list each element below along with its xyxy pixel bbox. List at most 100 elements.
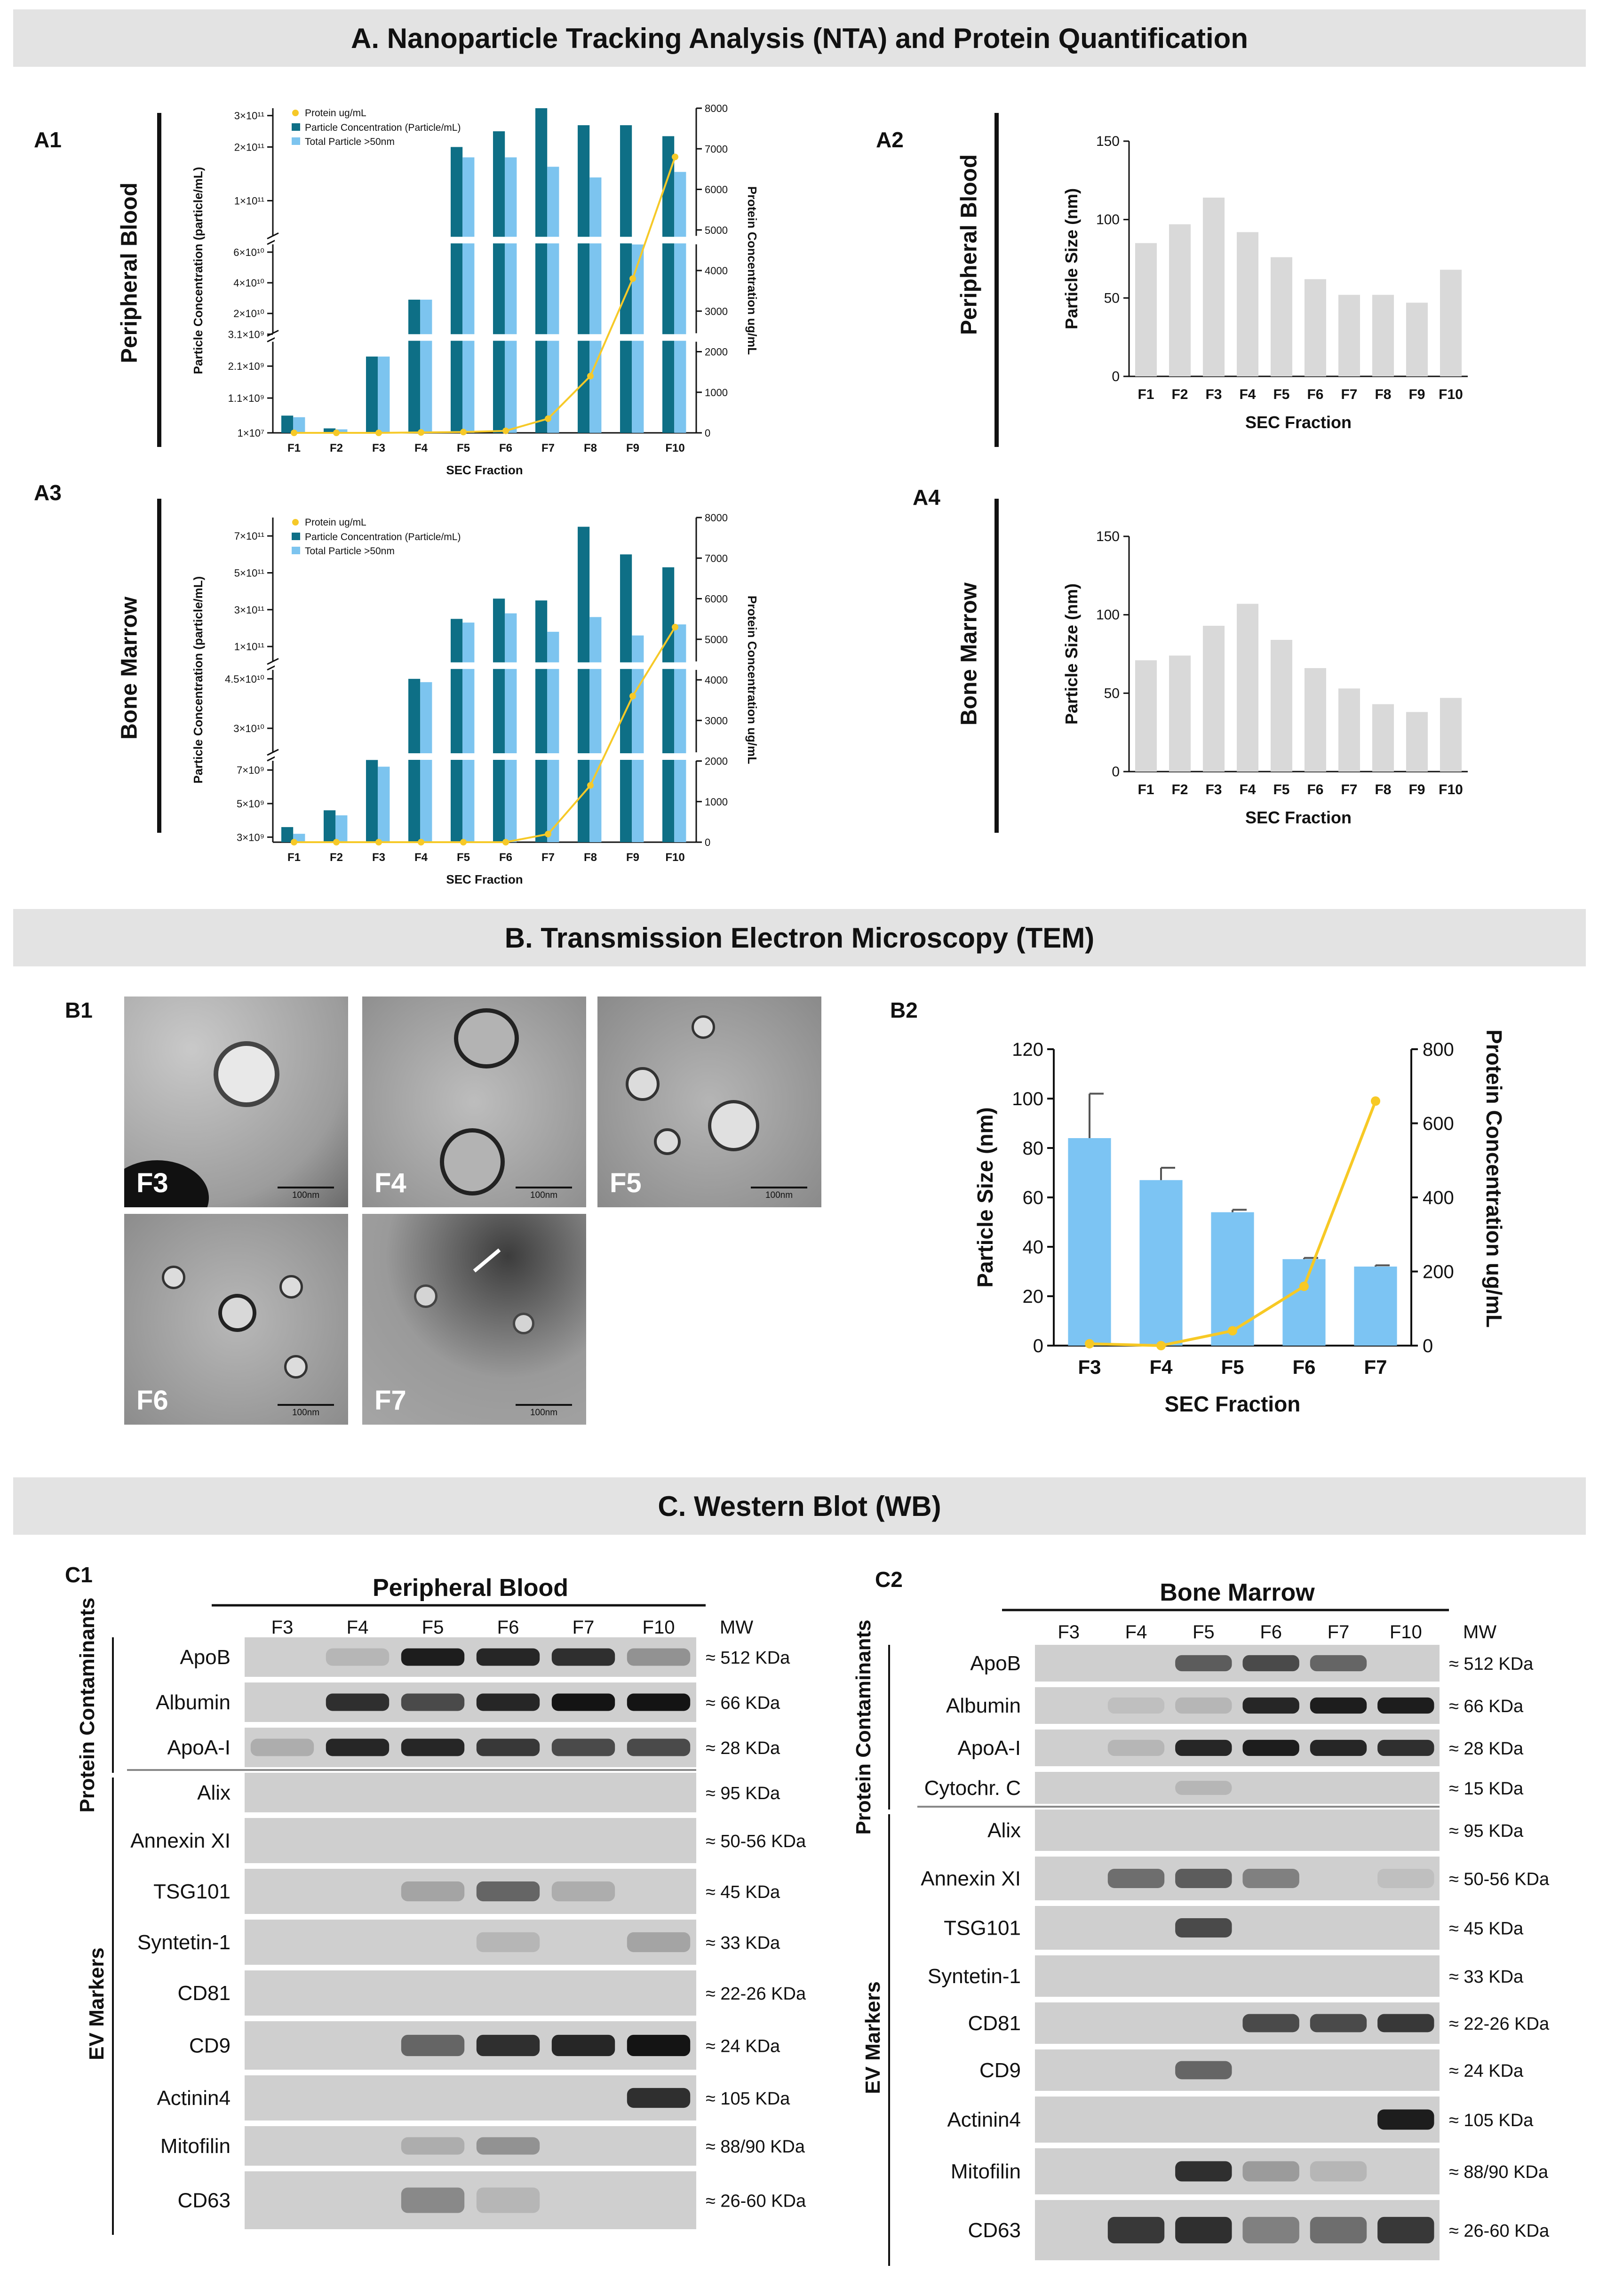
y-tick-label: 20 <box>1023 1286 1044 1307</box>
x-tick-label: F5 <box>1221 1356 1244 1378</box>
blot-band <box>1175 2061 1232 2080</box>
bar-total-particle <box>335 815 348 842</box>
blot-band <box>1175 2216 1232 2244</box>
y2-axis-title: Protein Concentration ug/mL <box>745 596 759 764</box>
tem-vesicle <box>284 1355 308 1379</box>
legend-label: Total Particle >50nm <box>305 136 395 147</box>
legend-label: Protein ug/mL <box>305 517 366 528</box>
y-tick-label: 80 <box>1023 1138 1044 1159</box>
mw-label: ≈ 24 KDa <box>706 2037 780 2057</box>
bar-particle-size <box>1440 270 1462 376</box>
mw-label: ≈ 24 KDa <box>1449 2061 1524 2081</box>
panel-label-a1: A1 <box>34 128 62 152</box>
protein-label: Cytochr. C <box>924 1777 1021 1800</box>
tem-vesicle <box>708 1100 759 1151</box>
y-axis-title: Particle Concentration (particle/mL) <box>191 167 205 375</box>
y2-tick-label: 1000 <box>705 387 728 399</box>
mw-label: ≈ 22-26 KDa <box>1449 2014 1550 2034</box>
blot-band <box>1175 1918 1232 1937</box>
blot-strip <box>245 1682 696 1722</box>
blot-band <box>476 2137 540 2155</box>
blot-band <box>326 1648 390 1666</box>
bar-total-particle <box>462 157 475 433</box>
protein-label: ApoB <box>970 1652 1021 1675</box>
y-tick-label: 0 <box>1112 764 1120 780</box>
protein-label: Actinin4 <box>947 2108 1021 2131</box>
y2-tick-label: 0 <box>705 427 710 439</box>
blot-band <box>1310 1697 1367 1714</box>
mw-label: ≈ 26-60 KDa <box>1449 2221 1550 2241</box>
protein-point <box>502 427 509 434</box>
mw-label: ≈ 88/90 KDa <box>706 2137 805 2157</box>
blot-band <box>627 2088 691 2108</box>
bar-particle-size <box>1236 232 1259 376</box>
x-tick-label: F7 <box>541 442 555 454</box>
blot-strip <box>245 2021 696 2070</box>
y-tick-label: 6×10¹⁰ <box>233 247 264 258</box>
y2-axis-title: Protein Concentration ug/mL <box>1482 1029 1506 1328</box>
protein-point <box>291 430 297 436</box>
x-tick-label: F6 <box>1292 1356 1315 1378</box>
y2-tick-label: 2000 <box>705 346 728 358</box>
x-tick-label: F4 <box>1149 1356 1173 1378</box>
y2-tick-label: 0 <box>705 837 710 848</box>
chart-a4: 0 50 100 150 F1 F2 F3 F4 F5 F6 F7 F8 F9 F10 SEC Fracti… <box>1062 529 1468 827</box>
protein-label: TSG101 <box>153 1880 231 1903</box>
group-label-ev-markers: EV Markers <box>85 1947 108 2060</box>
blot-band <box>401 1648 465 1666</box>
blot-band <box>1310 2216 1367 2244</box>
protein-label: Mitofilin <box>160 2135 231 2158</box>
blot-strip <box>1035 1772 1440 1804</box>
blot-strip <box>1035 2049 1440 2091</box>
x-tick-label: F2 <box>330 851 343 864</box>
lane-label: F6 <box>1260 1622 1282 1642</box>
protein-label: CD9 <box>189 2034 231 2057</box>
y-tick-label: 40 <box>1023 1237 1044 1258</box>
bar-particle-concentration <box>324 810 336 842</box>
y-tick-label: 5×10¹¹ <box>234 567 264 579</box>
blot-band <box>401 2137 465 2155</box>
protein-label: Mitofilin <box>951 2160 1021 2183</box>
protein-point <box>333 839 340 845</box>
bar-particle-size <box>1354 1267 1397 1346</box>
blot-band <box>1377 2014 1434 2033</box>
tem-vesicle <box>454 1008 519 1068</box>
y2-tick-label: 0 <box>1423 1336 1433 1356</box>
blot-band <box>551 1648 615 1666</box>
bar-total-particle <box>420 682 432 842</box>
lane-label: F7 <box>1328 1622 1350 1642</box>
protein-label: CD9 <box>979 2059 1021 2082</box>
y-tick-label: 100 <box>1012 1089 1043 1109</box>
blot-band <box>1242 2161 1299 2182</box>
lane-label: F4 <box>1125 1622 1147 1642</box>
protein-label: Alix <box>987 1819 1021 1842</box>
blot-band <box>627 1932 691 1953</box>
y-tick-label: 7×10⁹ <box>237 765 264 776</box>
x-tick-label: F1 <box>1138 387 1154 402</box>
legend-label: Total Particle >50nm <box>305 546 395 557</box>
y-tick-label: 1.1×10⁹ <box>228 392 264 404</box>
y-axis-title: Particle Size (nm) <box>1062 583 1081 725</box>
bar-particle-concentration <box>493 598 505 842</box>
lane-label: F5 <box>422 1617 444 1638</box>
blot-band <box>326 1738 390 1756</box>
bar-particle-size <box>1338 688 1360 772</box>
protein-point <box>587 373 594 380</box>
y-tick-label: 4.5×10¹⁰ <box>225 673 264 685</box>
y-tick-label: 3×10¹¹ <box>234 604 264 616</box>
protein-label: Alix <box>197 1781 231 1804</box>
x-axis-title: SEC Fraction <box>446 463 523 477</box>
blot-band <box>1377 2216 1434 2244</box>
protein-label: Actinin4 <box>157 2087 231 2110</box>
y2-tick-label: 6000 <box>705 184 728 196</box>
mw-label: ≈ 33 KDa <box>1449 1967 1524 1987</box>
bar-particle-size <box>1068 1138 1111 1346</box>
bar-particle-size <box>1202 626 1225 772</box>
tem-vesicle <box>626 1067 660 1101</box>
tem-scalebar: 100nm <box>516 1404 572 1418</box>
protein-point <box>418 839 424 845</box>
y-tick-label: 60 <box>1023 1188 1044 1208</box>
blot-strip <box>245 1970 696 2016</box>
x-tick-label: F3 <box>1205 387 1222 402</box>
mw-label: ≈ 512 KDa <box>706 1648 790 1668</box>
